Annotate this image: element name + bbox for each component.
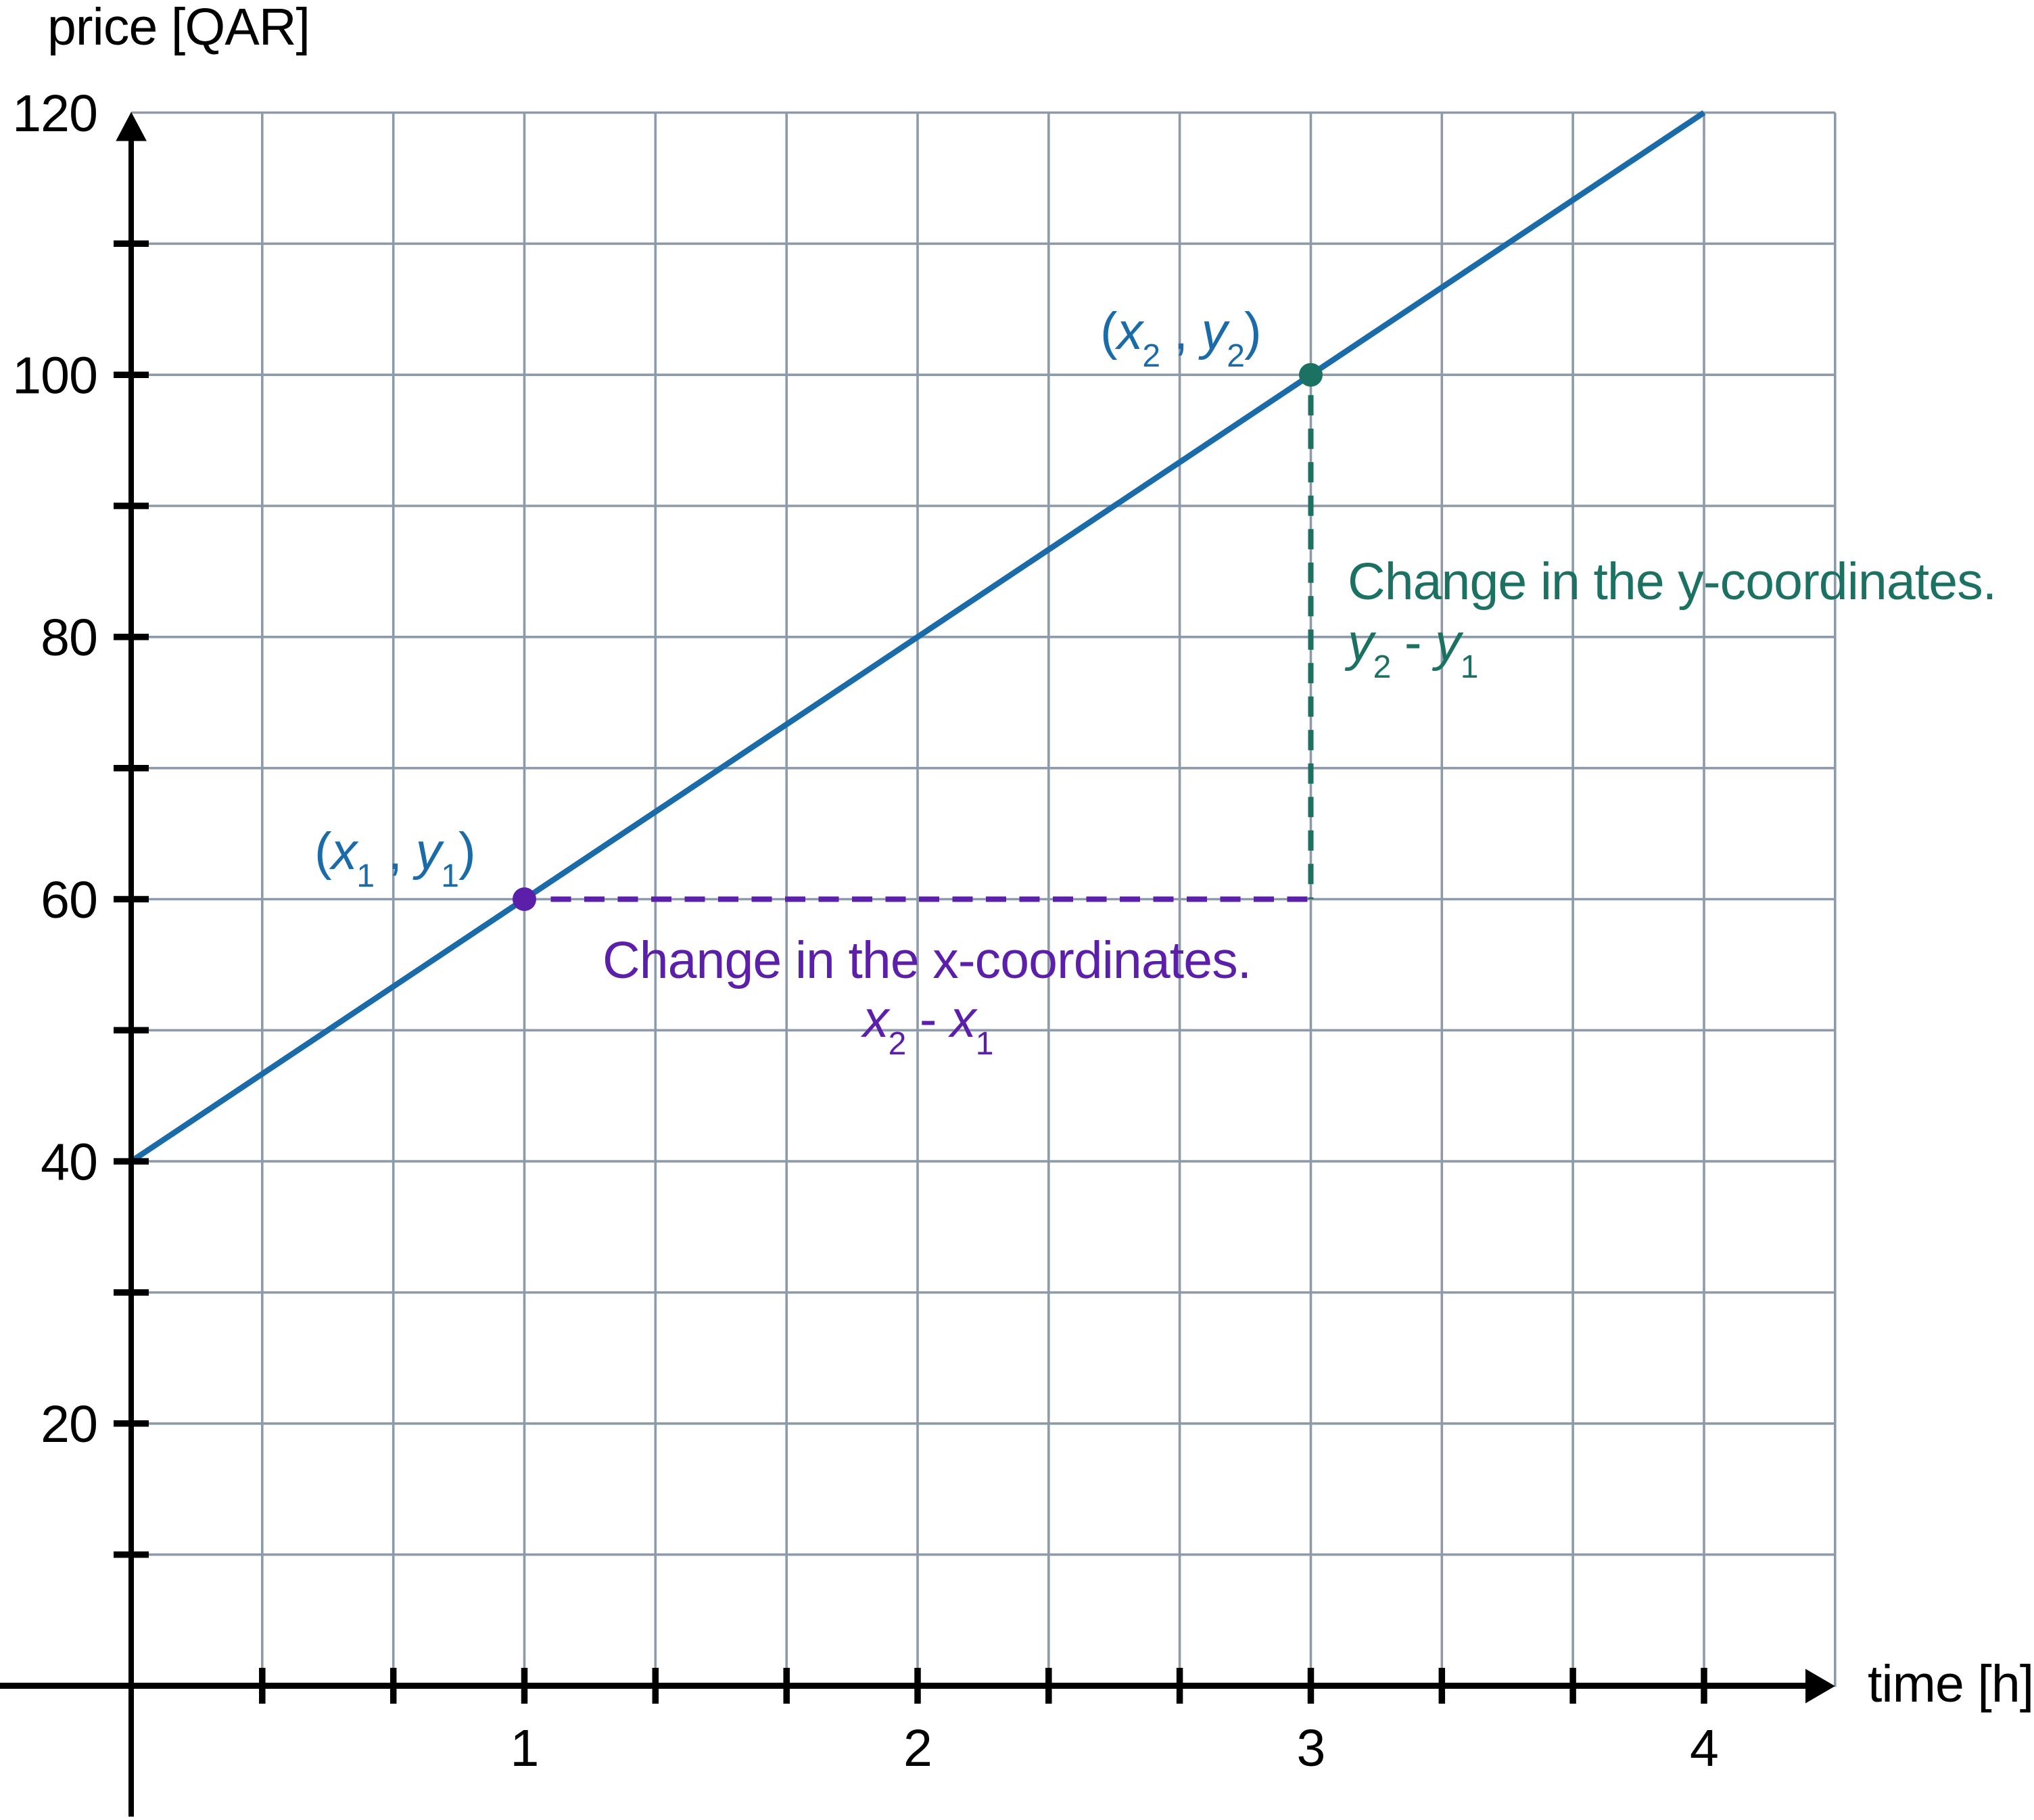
svg-text:Change in the x-coordinates.: Change in the x-coordinates.	[602, 931, 1251, 989]
svg-text:60: 60	[41, 871, 97, 929]
svg-text:100: 100	[12, 347, 97, 405]
svg-text:time [h]: time [h]	[1868, 1655, 2033, 1713]
svg-text:2: 2	[903, 1719, 932, 1777]
svg-text:Change in the y-coordinates.: Change in the y-coordinates.	[1348, 553, 1996, 611]
svg-text:20: 20	[41, 1395, 97, 1453]
svg-text:80: 80	[41, 609, 97, 667]
svg-text:1: 1	[511, 1719, 539, 1777]
svg-text:40: 40	[41, 1133, 97, 1191]
svg-text:y2 - y1: y2 - y1	[1344, 613, 1478, 685]
svg-text:4: 4	[1690, 1719, 1718, 1777]
svg-text:3: 3	[1297, 1719, 1325, 1777]
svg-text:x2 - x1: x2 - x1	[860, 990, 993, 1062]
svg-text:120: 120	[12, 85, 97, 143]
svg-text:price [QAR]: price [QAR]	[47, 0, 310, 56]
